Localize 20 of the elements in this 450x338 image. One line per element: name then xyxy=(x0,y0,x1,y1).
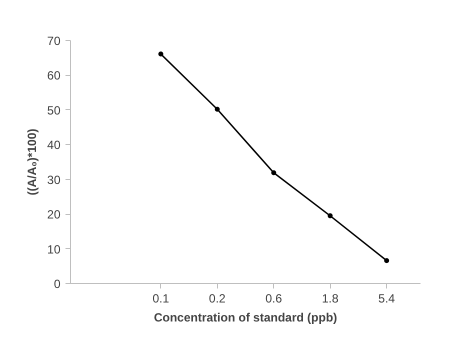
y-tick-label: 0 xyxy=(54,277,61,291)
x-tick-label: 0.2 xyxy=(208,292,226,306)
point xyxy=(384,258,390,264)
y-tick-label: 60 xyxy=(47,68,61,83)
y-tick-label: 50 xyxy=(47,103,61,118)
y-tick-label: 30 xyxy=(47,172,61,187)
y-axis-title: ((A/A₀)*100) xyxy=(25,128,40,196)
y-tick-label: 10 xyxy=(47,242,61,256)
x-tick-label: 0.6 xyxy=(265,292,282,306)
x-tick-label: 5.4 xyxy=(378,292,396,306)
y-tick-label: 70 xyxy=(47,34,61,48)
x-axis-title: Concentration of standard (ppb) xyxy=(154,310,338,324)
point xyxy=(328,213,333,218)
y-tick-label: 20 xyxy=(47,208,61,222)
y-tick-label: 40 xyxy=(47,138,61,152)
point xyxy=(158,52,164,57)
x-tick-label: 0.1 xyxy=(152,292,170,306)
point xyxy=(271,170,276,176)
x-tick-label: 1.8 xyxy=(322,292,339,306)
point xyxy=(214,106,220,112)
